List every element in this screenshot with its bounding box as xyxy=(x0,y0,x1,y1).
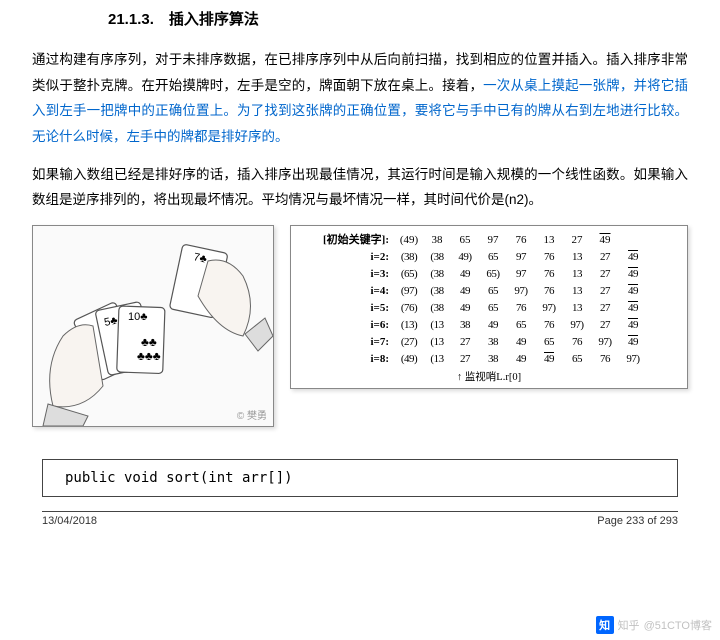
trace-row: i=8:(49)(1327384949657697) xyxy=(297,351,681,368)
watermark-zhihu: 知乎 xyxy=(618,617,640,633)
watermark-text: @51CTO博客 xyxy=(644,617,712,633)
trace-row: i=5:(76)(3849657697)132749 xyxy=(297,300,681,317)
page-footer: 13/04/2018 Page 233 of 293 xyxy=(42,511,678,527)
section-heading: 21.1.3. 插入排序算法 xyxy=(108,8,688,29)
cards-illustration: 4♣ 5♣ 10♣ 7♣ ♣♣ ♣♣♣ ♣♣ ♣♣ © 樊勇 xyxy=(32,225,274,427)
trace-row: i=4:(97)(38496597)76132749 xyxy=(297,283,681,300)
trace-row: i=3:(65)(384965)9776132749 xyxy=(297,266,681,283)
code-snippet: public void sort(int arr[]) xyxy=(42,459,678,497)
trace-row: i=6:(13)(133849657697)2749 xyxy=(297,317,681,334)
figure-row: 4♣ 5♣ 10♣ 7♣ ♣♣ ♣♣♣ ♣♣ ♣♣ © 樊勇 [初始关键字]:(… xyxy=(32,225,688,427)
zhihu-logo-icon: 知 xyxy=(596,616,614,634)
footer-page: Page 233 of 293 xyxy=(597,515,678,527)
svg-text:♣♣: ♣♣ xyxy=(141,335,157,349)
svg-text:♣♣♣: ♣♣♣ xyxy=(137,349,161,363)
footer-date: 13/04/2018 xyxy=(42,515,97,527)
trace-watch-label: ↑ 监视哨L.r[0] xyxy=(297,370,681,386)
paragraph-1: 通过构建有序序列，对于未排序数据，在已排序序列中从后向前扫描，找到相应的位置并插… xyxy=(32,47,688,150)
watermark: 知 知乎 @51CTO博客 xyxy=(596,616,712,634)
trace-row: i=7:(27)(13273849657697)49 xyxy=(297,334,681,351)
svg-text:10♣: 10♣ xyxy=(128,311,147,323)
trace-row: i=2:(38)(3849)659776132749 xyxy=(297,249,681,266)
illustration-credit: © 樊勇 xyxy=(237,407,267,422)
paragraph-2: 如果输入数组已经是排好序的话，插入排序出现最佳情况，其运行时间是输入规模的一个线… xyxy=(32,162,688,213)
sort-trace-table: [初始关键字]:(49)38659776132749i=2:(38)(3849)… xyxy=(290,225,688,390)
trace-row-header: [初始关键字]:(49)38659776132749 xyxy=(297,232,681,249)
